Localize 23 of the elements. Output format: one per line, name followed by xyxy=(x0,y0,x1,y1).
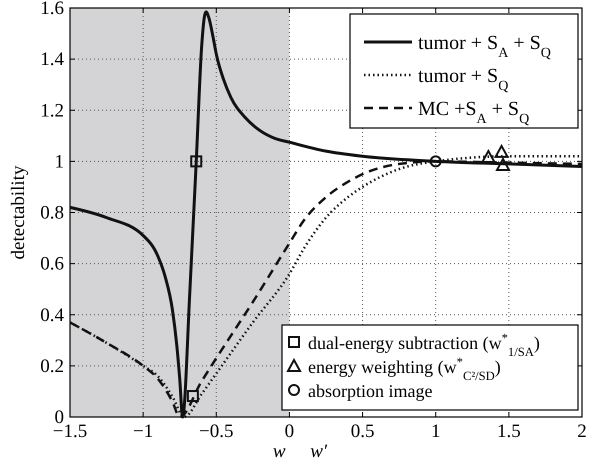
legend-label: tumor + S$_{Q}$ xyxy=(418,65,508,94)
x-tick-label: 0 xyxy=(284,421,294,442)
y-tick-label: 1.4 xyxy=(40,49,64,70)
x-tick-label: 1 xyxy=(430,421,440,442)
legend-label: absorption image xyxy=(308,381,432,401)
text: w′ xyxy=(310,441,328,461)
y-tick-label: 1.6 xyxy=(40,0,64,19)
y-tick-label: 1 xyxy=(54,151,64,172)
legend-label: tumor + S$_{A}$ + S$_{Q}$ xyxy=(418,32,551,60)
y-tick-label: 0.4 xyxy=(40,304,64,326)
y-tick-label: 0.2 xyxy=(40,356,64,377)
y-tick-label: 0.8 xyxy=(40,202,64,224)
y-tick-label: 0 xyxy=(54,407,64,428)
x-tick-label: 2 xyxy=(577,421,587,442)
y-axis-title: detectability xyxy=(8,165,29,260)
y-tick-label: 1.2 xyxy=(40,100,64,122)
y-tick-label: 0.6 xyxy=(40,254,64,275)
x-tick-label: 1.5 xyxy=(496,421,521,442)
legend-label: MC +S$_{A}$ + S$_{Q}$ xyxy=(418,98,530,126)
x-tick-label: −0.5 xyxy=(199,421,234,442)
x-tick-label: −1 xyxy=(133,421,154,442)
x-tick-label: 0.5 xyxy=(350,421,374,442)
x-axis-title: w xyxy=(272,441,286,461)
